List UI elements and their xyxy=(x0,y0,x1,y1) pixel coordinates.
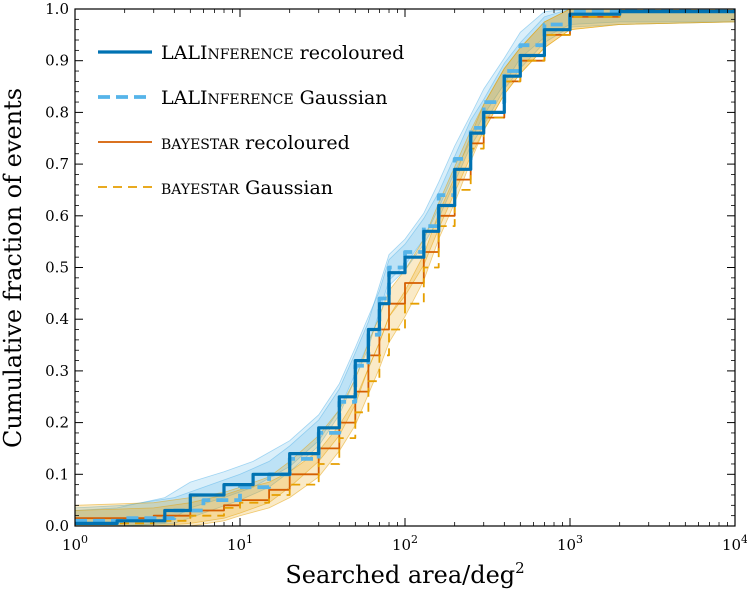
y-tick-label: 1.0 xyxy=(45,0,69,18)
series-lines xyxy=(75,9,735,525)
legend-label-2: LALINFERENCE Gaussian xyxy=(161,87,388,109)
x-axis-title: Searched area/deg2 xyxy=(285,559,524,589)
y-tick-label: 0.8 xyxy=(45,103,69,121)
y-tick-label: 0.7 xyxy=(45,155,69,173)
legend-label-1: LALINFERENCE recoloured xyxy=(161,42,404,64)
y-tick-label: 0.5 xyxy=(45,259,69,277)
y-tick-label: 0.4 xyxy=(45,310,69,328)
axis-tick-labels: 100 101 102 103 104 0.0 0.1 0.2 0.3 0.4 0.5 0.6 0.7 0… xyxy=(45,0,747,554)
y-tick-label: 0.6 xyxy=(45,207,69,225)
band-series-2 xyxy=(75,9,735,526)
line-series-1 xyxy=(75,9,735,525)
band-series-3 xyxy=(75,9,735,526)
y-tick-label: 0.3 xyxy=(45,362,69,380)
y-axis-title: Cumulative fraction of events xyxy=(0,88,27,448)
x-tick-label: 101 xyxy=(227,533,253,554)
legend-label-4: BAYESTAR Gaussian xyxy=(161,177,333,199)
x-tick-label: 103 xyxy=(557,533,583,554)
band-series-4 xyxy=(75,9,735,526)
y-tick-label: 0.0 xyxy=(45,517,69,535)
y-tick-label: 0.9 xyxy=(45,52,69,70)
axis-ticks xyxy=(74,8,736,527)
x-tick-label: 102 xyxy=(392,533,418,554)
x-tick-label: 104 xyxy=(722,533,747,554)
x-tick-label: 100 xyxy=(62,533,88,554)
legend: LALINFERENCE recoloured LALINFERENCE Gaus… xyxy=(98,42,404,199)
y-tick-label: 0.1 xyxy=(45,465,69,483)
legend-label-3: BAYESTAR recoloured xyxy=(161,132,350,154)
y-tick-label: 0.2 xyxy=(45,414,69,432)
